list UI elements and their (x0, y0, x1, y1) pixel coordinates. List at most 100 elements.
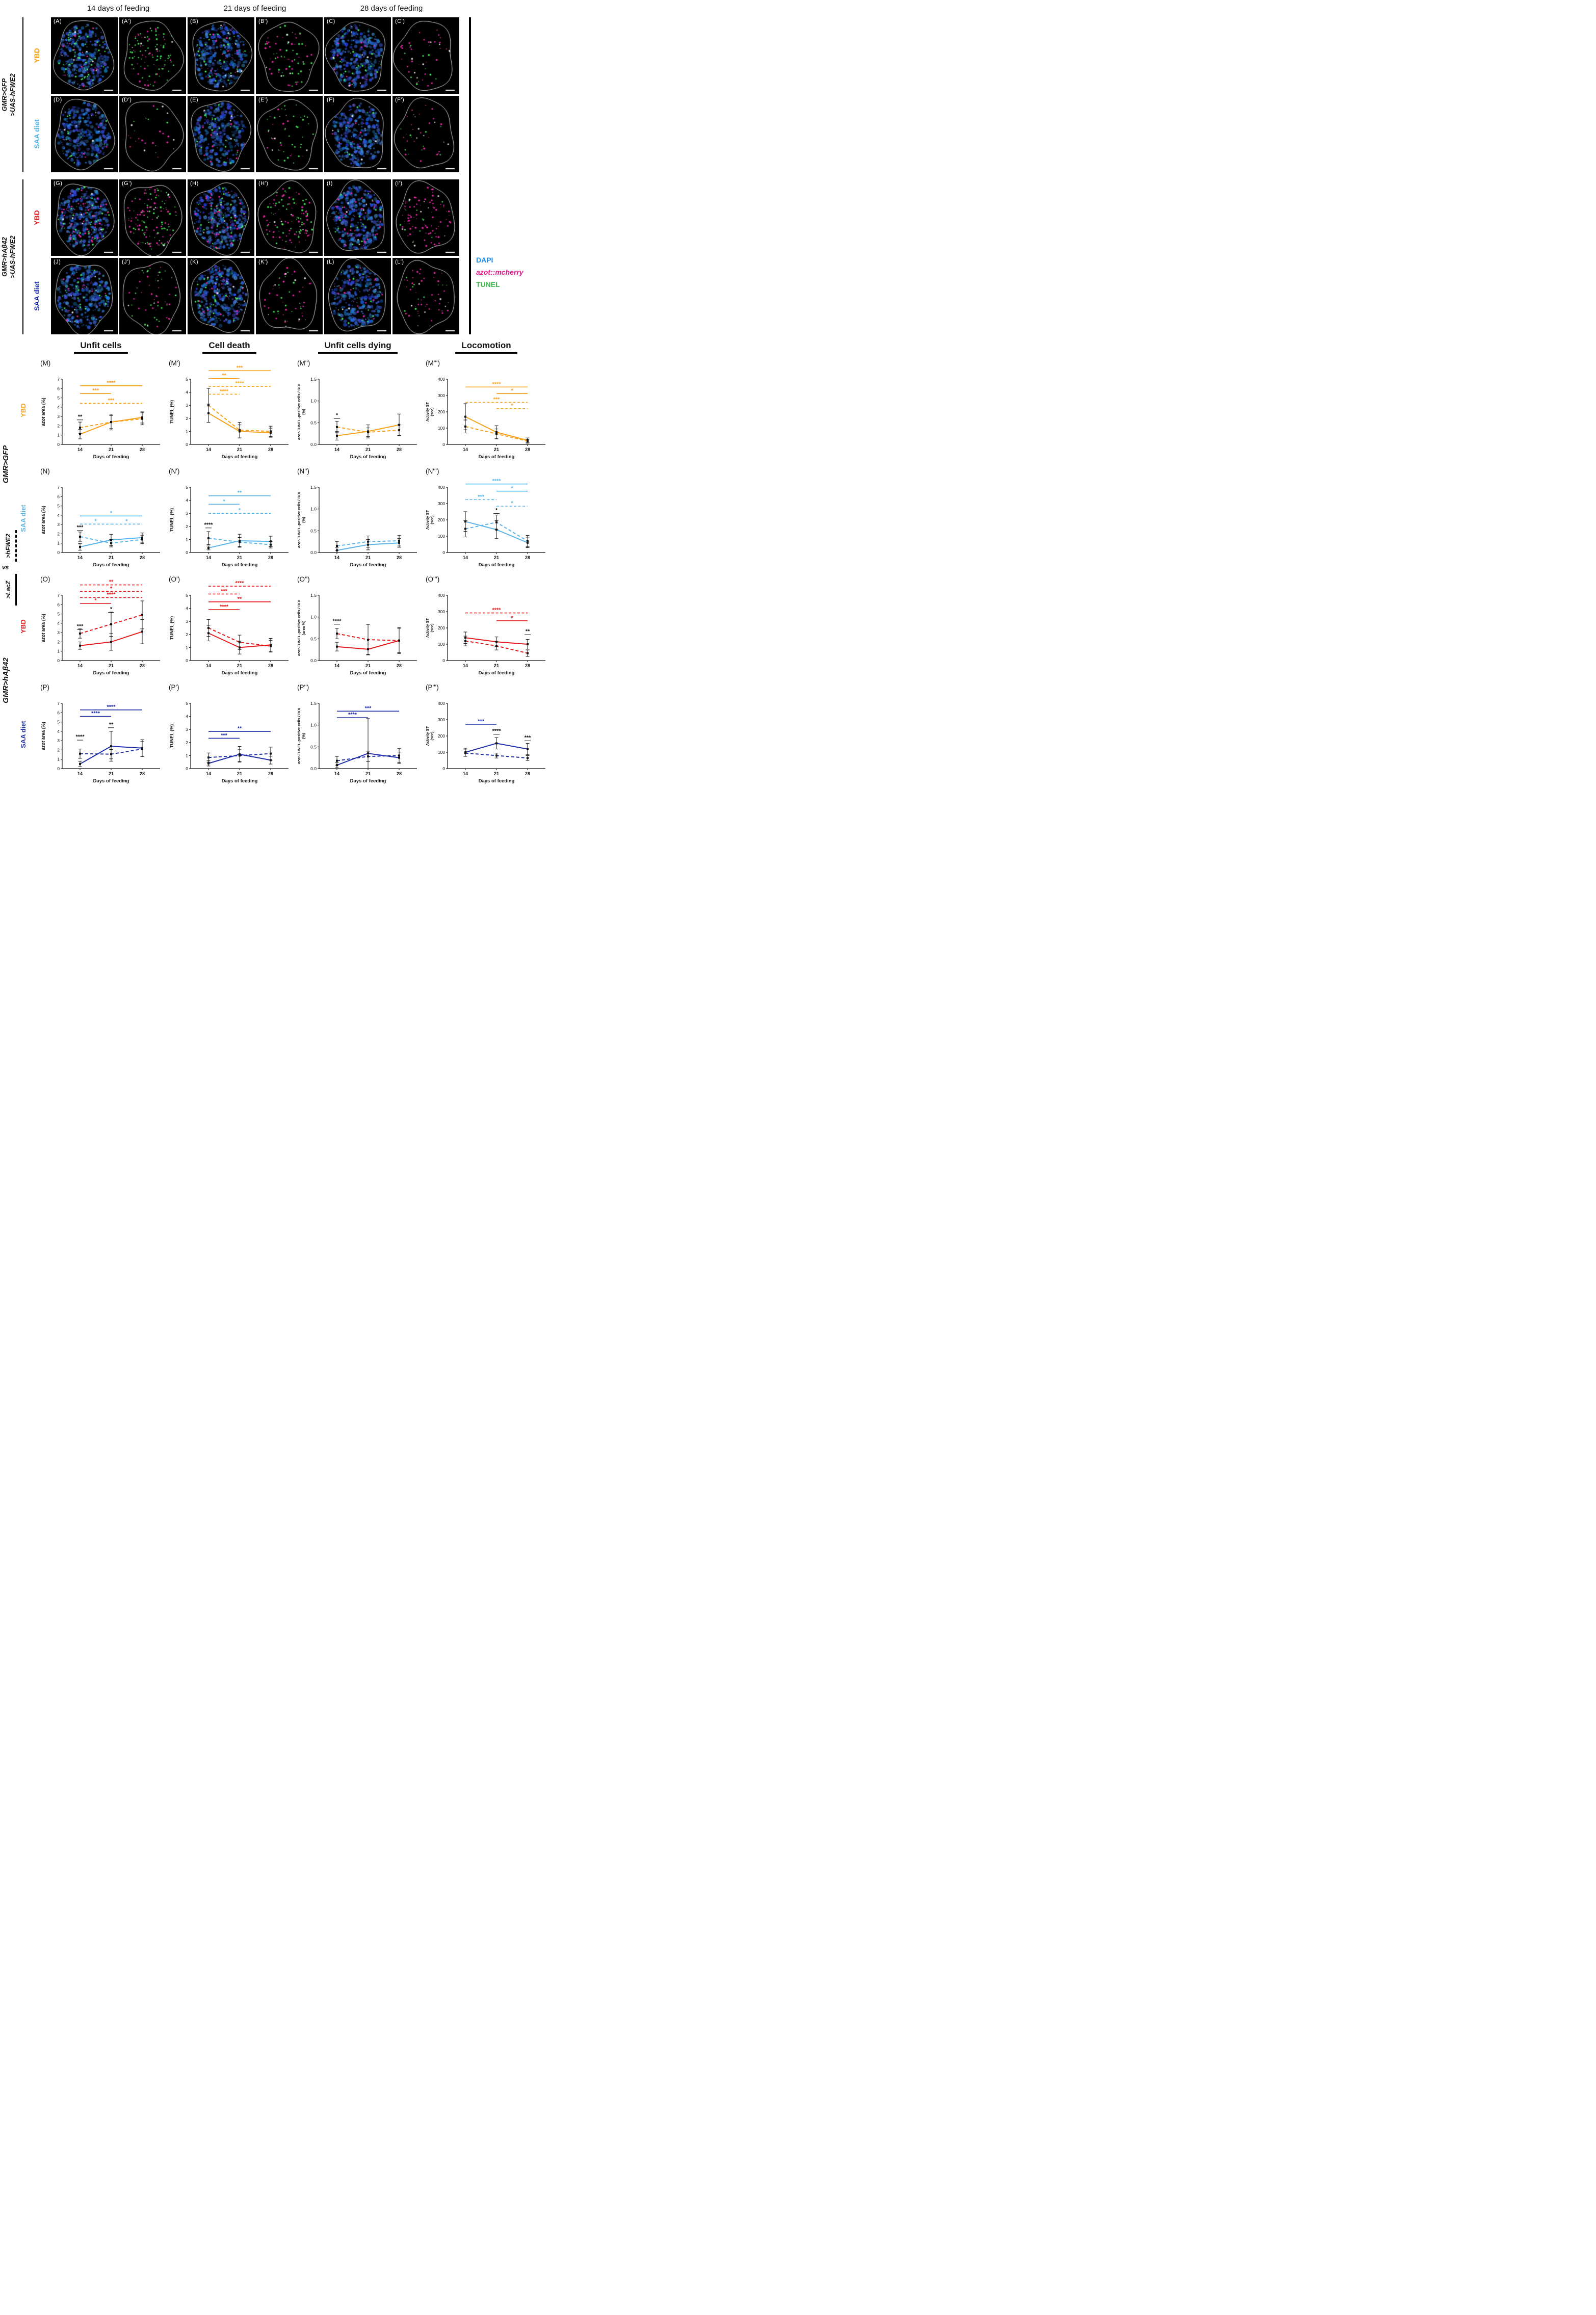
panel-label: (H') (258, 180, 269, 187)
svg-text:azot area (%): azot area (%) (41, 506, 46, 534)
svg-text:**: ** (238, 596, 242, 602)
svg-text:*: * (110, 586, 113, 592)
svg-text:7: 7 (57, 701, 60, 706)
svg-text:200: 200 (438, 517, 445, 522)
svg-text:400: 400 (438, 377, 445, 382)
svg-text:14: 14 (334, 555, 339, 560)
chart-M3: 0 100 200 300 400 14 21 28 Days of feeding Activi… (425, 359, 545, 460)
micro-image (324, 96, 391, 172)
svg-text:21: 21 (109, 771, 114, 776)
svg-text:**: ** (109, 579, 114, 585)
svg-text:TUNEL (%): TUNEL (%) (169, 724, 174, 748)
panel-label: (J') (122, 259, 130, 265)
svg-text:*: * (239, 508, 241, 514)
micro-panel-Jp: (J') (119, 258, 186, 334)
micro-panel-K: (K) (188, 258, 254, 334)
svg-text:2: 2 (186, 524, 188, 529)
svg-text:28: 28 (140, 447, 145, 452)
svg-text:****: **** (204, 522, 213, 528)
chart-P3: 0 100 200 300 400 14 21 28 Days of feeding Activi… (425, 683, 545, 784)
panel-label: (A) (54, 18, 62, 24)
svg-text:400: 400 (438, 485, 445, 490)
day-header-21: 21 days of feeding (223, 4, 286, 13)
svg-text:100: 100 (438, 426, 445, 431)
panel-label: (B') (258, 18, 268, 24)
micro-panel-G: (G) (51, 179, 118, 256)
svg-text:21: 21 (109, 663, 114, 668)
svg-text:5: 5 (57, 612, 60, 617)
micro-panel-Ep: (E') (256, 96, 323, 172)
svg-text:(P'): (P') (169, 683, 179, 691)
hfwe2-label: >hFWE2 (5, 534, 12, 558)
svg-text:**: ** (222, 373, 226, 379)
svg-text:(sec): (sec) (430, 731, 434, 741)
svg-text:0: 0 (57, 550, 60, 555)
micro-image (188, 179, 254, 256)
svg-text:300: 300 (438, 393, 445, 398)
micro-image (188, 96, 254, 172)
svg-text:14: 14 (206, 555, 211, 560)
svg-text:1: 1 (186, 429, 188, 434)
lacz-solid-line (15, 574, 17, 606)
svg-text:***: *** (478, 718, 485, 724)
svg-text:(M'''): (M''') (426, 359, 440, 367)
svg-text:28: 28 (397, 555, 402, 560)
svg-text:(sec): (sec) (430, 623, 434, 633)
svg-text:0.0: 0.0 (310, 766, 317, 771)
panel-label: (D') (122, 97, 132, 103)
chart-N: 0 1 2 3 4 5 6 7 14 21 28 Days of feeding azot area (… (40, 467, 160, 568)
svg-text:300: 300 (438, 717, 445, 722)
micro-image (256, 96, 323, 172)
svg-text:7: 7 (57, 485, 60, 490)
panel-label: (D) (54, 97, 62, 103)
svg-text:4: 4 (186, 714, 188, 719)
svg-text:5: 5 (186, 377, 188, 382)
panel-label: (F) (327, 97, 335, 103)
svg-text:4: 4 (186, 606, 188, 611)
svg-text:*: * (511, 403, 513, 409)
micro-image (393, 96, 459, 172)
svg-text:5: 5 (186, 593, 188, 598)
svg-text:(M): (M) (40, 359, 50, 367)
svg-text:28: 28 (525, 555, 530, 560)
svg-text:(N''): (N'') (297, 467, 309, 475)
svg-text:28: 28 (140, 771, 145, 776)
svg-text:****: **** (235, 581, 244, 587)
svg-text:****: **** (220, 604, 229, 610)
svg-text:1.5: 1.5 (310, 701, 317, 706)
micro-image (256, 17, 323, 94)
svg-text:100: 100 (438, 534, 445, 539)
svg-text:14: 14 (334, 663, 339, 668)
legend-dapi: DAPI (476, 256, 493, 264)
panel-label: (F') (395, 97, 405, 103)
svg-text:(O'''): (O''') (426, 575, 439, 583)
svg-text:6: 6 (57, 602, 60, 607)
svg-text:21: 21 (365, 663, 371, 668)
svg-text:(M'): (M') (169, 359, 180, 367)
svg-text:Days of feeding: Days of feeding (350, 670, 386, 676)
svg-text:***: *** (237, 365, 244, 371)
svg-text:(N'): (N') (169, 467, 179, 475)
svg-text:4: 4 (57, 513, 60, 518)
svg-text:***: *** (108, 398, 115, 404)
svg-text:Days of feeding: Days of feeding (222, 454, 258, 460)
svg-text:0: 0 (442, 766, 445, 771)
lacz-label: >LacZ (5, 581, 12, 599)
genotype-habeta42-line1: GMR>hAβ42 (1, 237, 8, 277)
svg-text:**: ** (526, 628, 530, 635)
svg-text:(area %): (area %) (301, 620, 306, 635)
svg-text:*: * (110, 607, 113, 613)
svg-text:Days of feeding: Days of feeding (479, 670, 515, 676)
svg-text:**: ** (238, 726, 242, 732)
micro-image (324, 258, 391, 334)
micro-image (188, 258, 254, 334)
svg-text:*: * (511, 615, 513, 621)
header-unfit-cells-dying: Unfit cells dying (297, 340, 419, 354)
svg-text:azot-TUNEL-positive cells / RO: azot-TUNEL-positive cells / ROI (297, 492, 301, 548)
micro-image (119, 258, 186, 334)
svg-text:0.5: 0.5 (310, 528, 317, 533)
svg-text:14: 14 (206, 771, 211, 776)
chart-M: 0 1 2 3 4 5 6 7 14 21 28 Days of feeding azot area (… (40, 359, 160, 460)
panel-label: (I') (395, 180, 403, 187)
